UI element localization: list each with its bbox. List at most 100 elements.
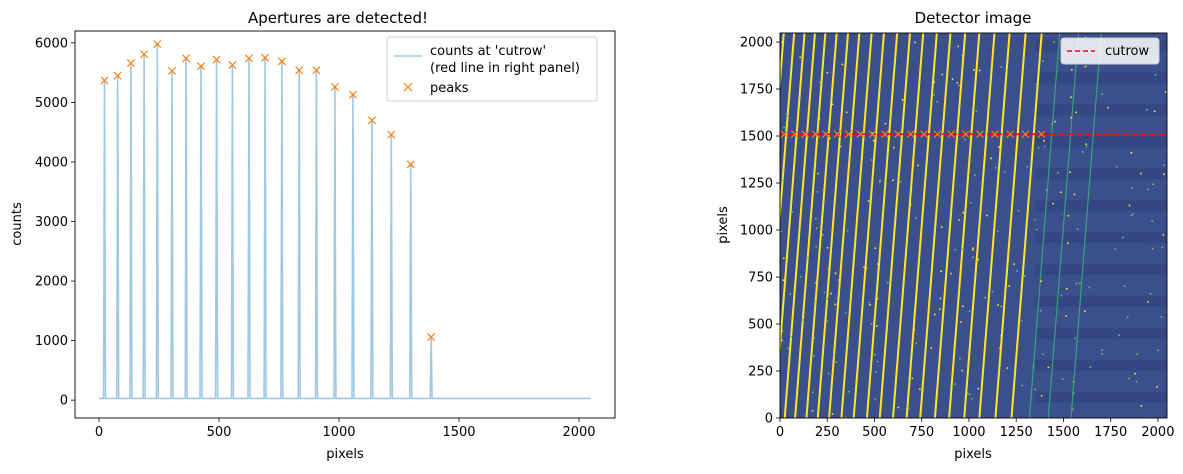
hot-pixel: [1084, 310, 1086, 313]
hot-pixel: [814, 300, 816, 303]
hot-pixel: [876, 263, 879, 265]
hot-pixel: [1033, 218, 1036, 221]
peak-marker-stroke: [153, 40, 162, 49]
hot-pixel: [1136, 353, 1138, 356]
hot-pixel: [1079, 282, 1081, 285]
peak-marker-stroke: [427, 333, 436, 342]
peak-marker: [261, 53, 270, 62]
hot-pixel: [1072, 408, 1074, 411]
y-tick-label: 1500: [740, 130, 773, 145]
cutrow-peak-marker-stroke: [844, 130, 853, 138]
hot-pixel: [950, 383, 953, 386]
hot-pixel: [1116, 166, 1118, 168]
hot-pixel: [1160, 316, 1163, 318]
y-tick-label: 2000: [35, 275, 68, 290]
hot-pixel: [897, 406, 900, 409]
hot-pixel: [837, 279, 840, 281]
hot-pixel: [940, 270, 942, 272]
x-tick-label: 1250: [1000, 425, 1033, 440]
hot-pixel: [1023, 275, 1026, 277]
hot-pixel: [1089, 366, 1092, 368]
hot-pixel: [1053, 41, 1055, 43]
hot-pixel: [1070, 116, 1073, 119]
peak-marker: [406, 160, 415, 169]
hot-pixel: [874, 398, 876, 400]
hot-pixel: [1163, 164, 1165, 166]
hot-pixel: [1134, 372, 1136, 375]
hot-pixel: [966, 392, 969, 395]
hot-pixel: [1040, 394, 1043, 397]
hot-pixel: [913, 328, 916, 331]
y-tick-label: 0: [60, 394, 68, 409]
hot-pixel: [975, 110, 978, 113]
peak-marker: [367, 116, 376, 125]
y-tick-label: 0: [765, 412, 773, 427]
hot-pixel: [1008, 285, 1011, 287]
hot-pixel: [874, 247, 877, 249]
hot-pixel: [1016, 270, 1018, 272]
hot-pixel: [844, 311, 847, 314]
hot-pixel: [1073, 193, 1076, 196]
cutrow-peak-marker-stroke: [1006, 130, 1014, 138]
order-trace: [1010, 33, 1043, 418]
detector-band: [1035, 263, 1167, 276]
hot-pixel: [970, 329, 973, 332]
hot-pixel: [933, 81, 936, 83]
hot-pixel: [1156, 386, 1158, 388]
hot-pixel: [834, 272, 837, 275]
hot-pixel: [1157, 349, 1159, 352]
hot-pixel: [800, 275, 802, 278]
detector-band: [1035, 199, 1167, 212]
hot-pixel: [1164, 91, 1167, 93]
hot-pixel: [977, 387, 980, 390]
peak-marker-stroke: [367, 116, 376, 125]
y-tick-label: 3000: [35, 215, 68, 230]
hot-pixel: [1000, 305, 1003, 308]
order-trace: [892, 33, 925, 418]
hot-pixel: [1067, 214, 1070, 217]
order-trace: [948, 33, 981, 418]
cutrow-peak-marker: [881, 130, 889, 138]
hot-pixel: [1085, 145, 1088, 148]
cutrow-peak-marker-stroke: [1021, 130, 1030, 138]
hot-pixel: [1070, 69, 1073, 71]
cutrow-peak-marker-stroke: [906, 130, 915, 138]
peak-marker: [182, 54, 191, 63]
hot-pixel: [817, 172, 819, 175]
x-tick-label: 2000: [562, 425, 595, 440]
peak-marker: [100, 76, 109, 85]
hot-pixel: [869, 304, 871, 306]
order-trace: [780, 33, 796, 227]
cutrow-peak-marker-stroke: [976, 130, 984, 138]
cutrow-peak-marker-stroke: [868, 130, 877, 138]
hot-pixel: [1084, 65, 1087, 68]
y-tick-label: 2000: [740, 36, 773, 51]
order-trace: [852, 33, 885, 418]
hot-pixel: [977, 258, 979, 261]
order-trace: [878, 33, 912, 418]
hot-pixel: [1101, 353, 1104, 355]
cutrow-peak-marker: [801, 130, 809, 138]
order-trace: [783, 33, 816, 418]
hot-pixel: [1035, 83, 1038, 85]
hot-pixel: [1043, 145, 1046, 148]
hot-pixel: [781, 339, 783, 342]
hot-pixel: [841, 63, 844, 66]
legend-x-marker: [403, 82, 413, 92]
hot-pixel: [954, 383, 956, 385]
cutrow-peak-marker-stroke: [1037, 130, 1046, 138]
y-tick-label: 1000: [35, 334, 68, 349]
peak-marker: [277, 57, 286, 66]
hot-pixel: [1128, 377, 1130, 380]
hot-pixel: [810, 61, 813, 63]
right-legend-box: [1060, 37, 1160, 65]
peak-marker-stroke: [244, 54, 254, 63]
order-trace: [905, 33, 938, 418]
hot-pixel: [1037, 146, 1040, 149]
legend-label-peaks: peaks: [430, 81, 469, 96]
hot-pixel: [1074, 337, 1076, 340]
hot-pixel: [959, 321, 962, 323]
hot-pixel: [984, 296, 986, 299]
hot-pixel: [831, 413, 834, 415]
